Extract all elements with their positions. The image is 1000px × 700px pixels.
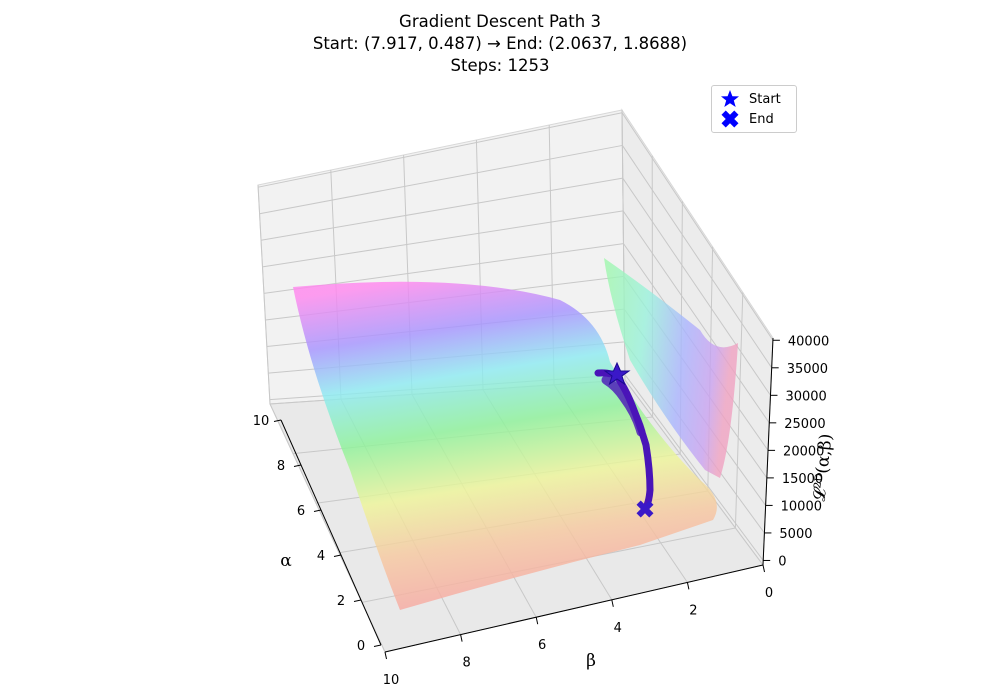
beta-tick-label: 10 [383, 673, 400, 688]
z-axis-label: 𝓛²ᴰ(α,β) [810, 433, 837, 502]
alpha-axis-line [280, 419, 382, 646]
z-tick-label: 10000 [781, 499, 822, 514]
chart-title-line-3: Steps: 1253 [450, 56, 550, 75]
z-tick-label: 25000 [784, 417, 825, 432]
alpha-tick-label: 0 [357, 639, 365, 654]
legend-item-start: Start [720, 89, 781, 109]
x-marker-icon [721, 110, 739, 128]
z-tick-label: 5000 [779, 527, 812, 542]
beta-tick-label: 6 [538, 638, 546, 653]
z-tick-label: 20000 [783, 444, 824, 459]
beta-tick-label: 8 [462, 656, 470, 671]
beta-axis-label: β [586, 651, 596, 671]
alpha-tick-label: 10 [253, 414, 270, 429]
start-marker [603, 361, 631, 386]
alpha-tick-label: 8 [277, 459, 285, 474]
descent-path-halo [601, 375, 646, 437]
alpha-tick-label: 2 [337, 594, 345, 609]
path-first-point [595, 369, 603, 377]
star-icon [721, 90, 739, 107]
loss-surface [293, 281, 717, 610]
legend-label-end: End [749, 111, 774, 127]
alpha-tick-label: 6 [297, 504, 305, 519]
chart-title-line-1: Gradient Descent Path 3 [399, 12, 601, 31]
beta-tick-label: 2 [689, 603, 697, 618]
axis-ticks: 0 2 4 6 8 10 0 2 4 6 8 10 0 5000 10000 15000 20000 25000 3… [253, 334, 830, 688]
z-tick-label: 15000 [782, 472, 823, 487]
alpha-axis-label: α [280, 551, 292, 571]
z-tick-label: 35000 [787, 362, 828, 377]
legend-item-end: End [720, 109, 774, 129]
beta-tick-label: 4 [614, 621, 622, 636]
z-tick-label: 40000 [788, 334, 829, 349]
beta-tick-label: 0 [765, 586, 773, 601]
z-tick-label: 0 [778, 554, 786, 569]
legend-label-start: Start [749, 91, 781, 107]
alpha-tick-label: 4 [317, 549, 325, 564]
loss-surface-wall [604, 258, 738, 478]
legend: Start End [711, 85, 797, 133]
z-tick-label: 30000 [785, 389, 826, 404]
z-axis-line [762, 337, 774, 566]
beta-axis-line [384, 564, 764, 653]
end-marker [636, 500, 654, 518]
chart-title-line-2: Start: (7.917, 0.487) → End: (2.0637, 1.… [312, 34, 688, 53]
